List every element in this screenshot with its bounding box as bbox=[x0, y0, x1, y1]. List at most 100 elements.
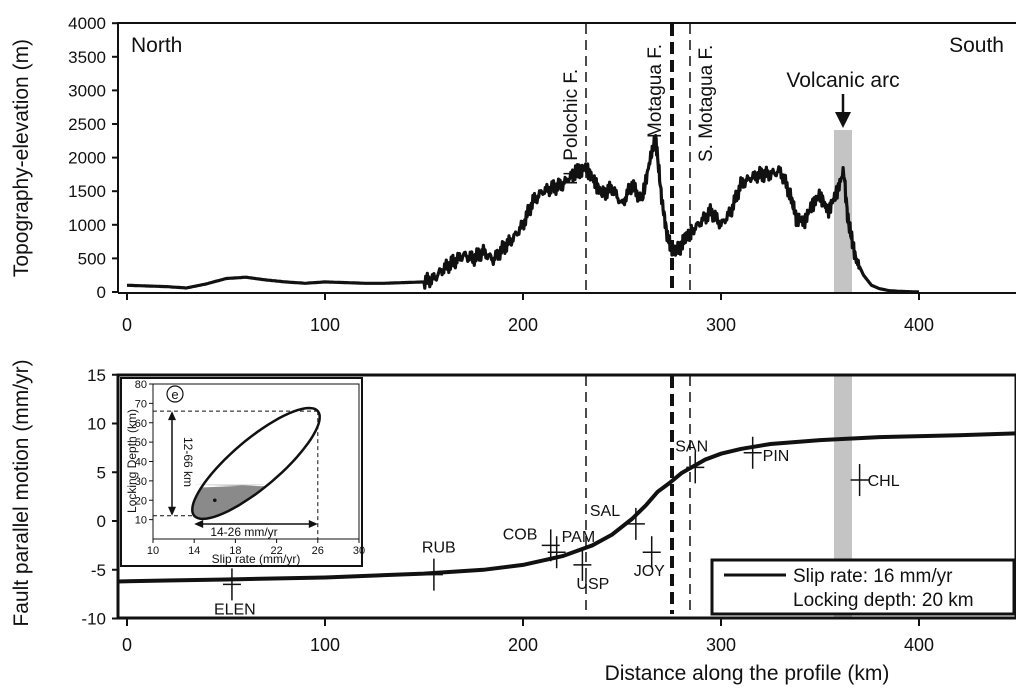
bottom-xtick-label: 200 bbox=[508, 635, 538, 655]
bottom-ytick-label: 0 bbox=[97, 512, 106, 531]
inset-ytick-label: 70 bbox=[135, 398, 147, 410]
inset-xtick-label: 18 bbox=[229, 545, 241, 557]
station-pin: PIN bbox=[743, 436, 790, 469]
station-rub: RUB bbox=[422, 540, 456, 591]
inset-xtick-label: 14 bbox=[188, 545, 200, 557]
bottom-y-axis-label: Fault parallel motion (mm/yr) bbox=[10, 359, 33, 626]
top-ytick-label: 0 bbox=[97, 283, 106, 302]
legend-locking-depth: Locking depth: 20 km bbox=[793, 590, 974, 611]
top-xtick-label: 300 bbox=[706, 315, 736, 335]
station-usp: USP bbox=[573, 548, 609, 593]
label-south: South bbox=[949, 34, 1004, 57]
label-volcanic-arc: Volcanic arc bbox=[786, 69, 899, 92]
top-ytick-label: 3500 bbox=[68, 48, 106, 67]
station-elen: ELEN bbox=[214, 568, 256, 618]
inset-ytick-label: 60 bbox=[135, 418, 147, 430]
inset-depth-range-label: 12-66 km bbox=[181, 437, 195, 487]
inset-best-fit-marker bbox=[213, 498, 217, 503]
inset-frame bbox=[120, 377, 363, 567]
label-n-polochic: N. Polochic F. bbox=[561, 69, 582, 185]
inset-arrowhead-right bbox=[308, 520, 318, 528]
bottom-ytick-label: 15 bbox=[87, 366, 106, 385]
inset-chart: 10 14 18 22 26 30 10 20 30 40 50 60 70 80 12-66 km 14… bbox=[120, 377, 365, 567]
station-pam: PAM bbox=[547, 529, 595, 569]
inset-x-axis-label: Slip rate (mm/yr) bbox=[212, 552, 301, 566]
volcanic-arc-band bbox=[834, 130, 852, 292]
station-chl: CHL bbox=[850, 464, 900, 497]
gps-stations: ELEN RUB COB PAM USP SAL JOY SAN PIN CHL bbox=[214, 436, 900, 618]
inset-best-fit-dot bbox=[213, 498, 217, 503]
station-joy: JOY bbox=[634, 536, 665, 580]
top-y-axis-label: Topography-elevation (m) bbox=[10, 39, 33, 277]
station-label: PIN bbox=[763, 448, 790, 465]
bottom-ytick-label: -10 bbox=[81, 610, 106, 629]
station-label: SAN bbox=[675, 438, 708, 455]
top-ytick-label: 1500 bbox=[68, 182, 106, 201]
bottom-xtick-label: 100 bbox=[310, 635, 340, 655]
inset-slip-range-label: 14-26 mm/yr bbox=[210, 525, 277, 539]
bottom-ytick-label: -5 bbox=[91, 561, 106, 580]
inset-xtick-label: 22 bbox=[270, 545, 282, 557]
station-label: RUB bbox=[422, 540, 456, 557]
top-xtick-label: 100 bbox=[310, 315, 340, 335]
top-xtick-label: 400 bbox=[904, 315, 934, 335]
bottom-xtick-label: 0 bbox=[122, 635, 132, 655]
top-ytick-label: 4000 bbox=[68, 14, 106, 33]
bottom-ytick-label: 5 bbox=[97, 463, 106, 482]
station-label: PAM bbox=[562, 529, 595, 546]
inset-xtick-label: 30 bbox=[353, 545, 365, 557]
top-ytick-label: 1000 bbox=[68, 216, 106, 235]
station-label: SAL bbox=[590, 503, 620, 520]
inset-ytick-label: 20 bbox=[135, 495, 147, 507]
top-ytick-label: 500 bbox=[78, 249, 106, 268]
top-xtick-label: 0 bbox=[122, 315, 132, 335]
label-s-motagua: S. Motagua F. bbox=[696, 45, 717, 162]
inset-panel-label: e bbox=[171, 387, 178, 402]
station-label: JOY bbox=[634, 563, 665, 580]
volcanic-arc-arrow-head bbox=[835, 112, 851, 128]
bottom-xtick-label: 300 bbox=[706, 635, 736, 655]
inset-arrowhead-down bbox=[168, 506, 176, 516]
topography-line bbox=[127, 134, 920, 294]
volcanic-arc-band-lower bbox=[834, 374, 852, 618]
inset-ytick-label: 30 bbox=[135, 476, 147, 488]
inset-arrowhead-up bbox=[168, 411, 176, 421]
bottom-axis-ticks: -10 -5 0 5 10 15 0 100 200 300 400 bbox=[81, 366, 934, 655]
inset-axis-ticks: 10 14 18 22 26 30 10 20 30 40 50 60 70 80 bbox=[135, 379, 365, 557]
station-label: COB bbox=[503, 526, 538, 543]
model-curve bbox=[117, 431, 1016, 584]
inset-shaded-region bbox=[192, 484, 267, 519]
bottom-xtick-label: 400 bbox=[904, 635, 934, 655]
top-ytick-label: 2500 bbox=[68, 115, 106, 134]
inset-panel-label-circle bbox=[166, 385, 184, 403]
bottom-x-axis-label: Distance along the profile (km) bbox=[605, 662, 890, 685]
legend: Slip rate: 16 mm/yr Locking depth: 20 km bbox=[710, 558, 1016, 616]
station-label: ELEN bbox=[214, 601, 256, 618]
label-motagua: Motagua F. bbox=[645, 44, 666, 138]
lower-frame bbox=[116, 373, 1016, 620]
inset-ytick-label: 40 bbox=[135, 457, 147, 469]
top-ytick-label: 3000 bbox=[68, 81, 106, 100]
inset-xtick-label: 10 bbox=[147, 545, 159, 557]
top-xtick-label: 200 bbox=[508, 315, 538, 335]
station-cob: COB bbox=[503, 526, 560, 562]
inset-y-axis-label: Locking Depth (km) bbox=[125, 409, 139, 513]
inset-xtick-label: 26 bbox=[312, 545, 324, 557]
inset-ytick-label: 10 bbox=[135, 515, 147, 527]
inset-arrowheads bbox=[168, 411, 318, 528]
top-ytick-label: 2000 bbox=[68, 149, 106, 168]
label-north: North bbox=[131, 34, 182, 57]
legend-box bbox=[710, 558, 1016, 616]
station-san: SAN bbox=[675, 438, 708, 484]
inset-ytick-label: 50 bbox=[135, 437, 147, 449]
bottom-ytick-label: 10 bbox=[87, 415, 106, 434]
inset-ytick-label: 80 bbox=[135, 379, 147, 391]
legend-slip-rate: Slip rate: 16 mm/yr bbox=[793, 566, 953, 587]
inset-arrowhead-left bbox=[194, 520, 204, 528]
topography-panel: 0 500 1000 1500 2000 2500 3000 3500 4000 0 100 200 3… bbox=[10, 14, 1016, 335]
station-sal: SAL bbox=[590, 503, 645, 540]
station-label: USP bbox=[576, 576, 609, 593]
inset-confidence-ellipse bbox=[191, 406, 321, 521]
